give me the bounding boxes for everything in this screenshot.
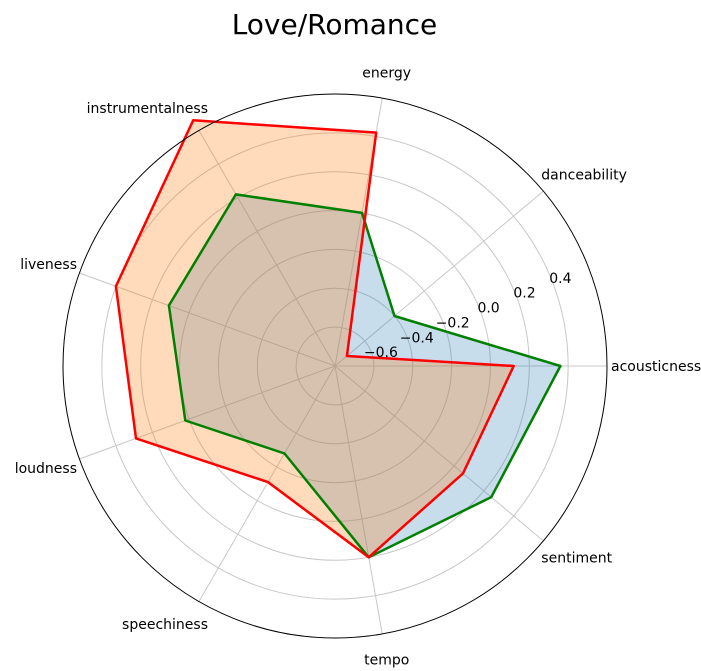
radar-spine (62, 93, 608, 639)
radial-tick-label: −0.6 (364, 345, 398, 361)
series-1-line (167, 193, 562, 559)
radar-series (114, 119, 562, 559)
radial-tick-label: 0.2 (513, 286, 535, 302)
grid-spoke (334, 365, 544, 542)
axis-label-instrumentalness: instrumentalness (87, 101, 208, 117)
radial-tick-labels: −0.6−0.4−0.2 0.0 0.2 0.4 (364, 271, 572, 361)
axis-label-loudness: loudness (15, 461, 77, 477)
grid-spoke (198, 130, 336, 367)
radial-tick-label: 0.4 (549, 271, 571, 287)
axis-label-danceability: danceability (541, 167, 627, 183)
grid-spoke (334, 365, 383, 634)
grid-spoke (334, 190, 544, 367)
series-2-line (114, 119, 515, 559)
outer-spine (62, 93, 608, 639)
radial-tick-label: −0.2 (436, 315, 470, 331)
axis-label-acousticness: acousticness (611, 359, 701, 375)
grid-spoke (198, 365, 336, 602)
axis-label-speechiness: speechiness (122, 617, 208, 633)
grid-spoke (79, 365, 336, 460)
axis-label-liveness: liveness (20, 257, 77, 273)
series-1-fill (168, 194, 561, 558)
axis-label-sentiment: sentiment (541, 551, 612, 567)
radial-tick-label: −0.4 (400, 330, 434, 346)
axis-label-energy: energy (362, 66, 411, 82)
chart-title: Love/Romance (231, 8, 438, 41)
grid-spoke (79, 272, 336, 367)
axis-label-tempo: tempo (364, 653, 409, 669)
axis-labels: acousticness danceability energy instrument… (15, 66, 701, 669)
radial-tick-label: 0.0 (477, 301, 499, 317)
